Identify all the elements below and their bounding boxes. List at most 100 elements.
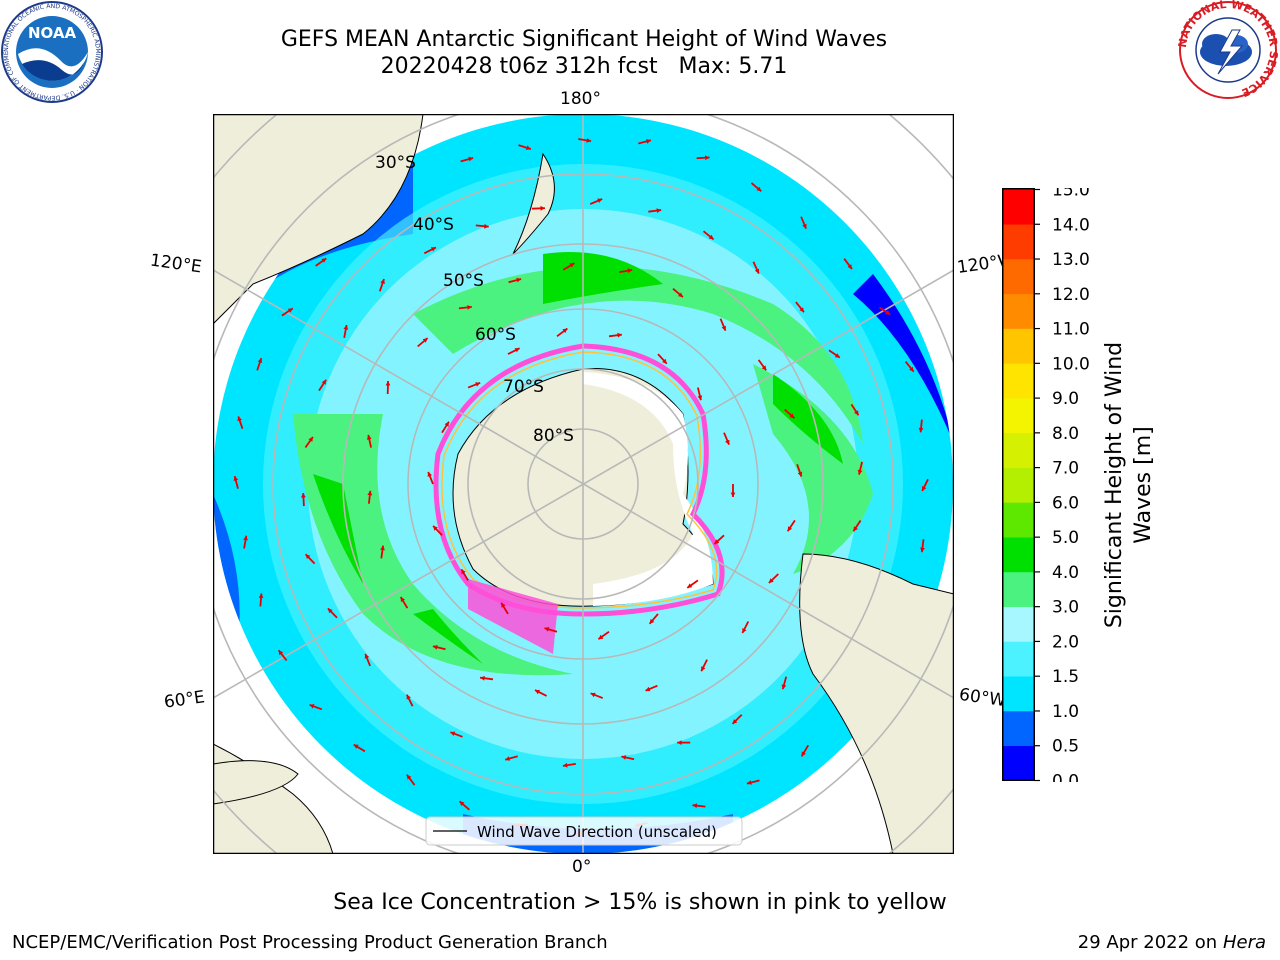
wave-direction-arrowhead bbox=[380, 279, 385, 284]
wave-direction-arrowhead bbox=[742, 628, 747, 633]
wave-direction-arrowhead bbox=[692, 803, 698, 808]
colorbar-block bbox=[1003, 363, 1034, 399]
wave-direction-arrowhead bbox=[885, 310, 891, 315]
lon-label-180: 180° bbox=[560, 89, 601, 109]
wave-direction-arrowhead bbox=[646, 139, 651, 144]
date-stamp: 29 Apr 2022 on Hera bbox=[1078, 932, 1266, 953]
wave-direction-arrowhead bbox=[400, 597, 405, 602]
wave-direction-arrowhead bbox=[480, 675, 485, 681]
wave-direction-arrowhead bbox=[677, 740, 682, 745]
colorbar-tick-label: 0.5 bbox=[1052, 737, 1079, 757]
wave-direction-arrowhead bbox=[701, 666, 706, 672]
wave-direction-arrowhead bbox=[287, 308, 293, 313]
wave-direction-arrowhead bbox=[627, 268, 633, 274]
colorbar-tick-label: 10.0 bbox=[1052, 354, 1090, 374]
wave-direction-arrowhead bbox=[834, 353, 840, 358]
wave-direction-arrowhead bbox=[427, 471, 432, 477]
wave-direction-arrowhead bbox=[459, 801, 465, 806]
colorbar-block bbox=[1003, 259, 1034, 295]
colorbar: 0.0 0.5 1.0 1.5 2.0 3.0 4.0 5.0 6.0 7.0 8.0 9.0 10.0… bbox=[1002, 188, 1090, 783]
wave-direction-arrowhead bbox=[501, 602, 506, 608]
wave-direction-arrowhead bbox=[687, 583, 693, 588]
sea-ice-footnote: Sea Ice Concentration > 15% is shown in … bbox=[333, 890, 947, 915]
wave-direction-arrowhead bbox=[540, 205, 545, 211]
wave-direction-arrowhead bbox=[237, 416, 242, 422]
wave-direction-arrowhead bbox=[343, 325, 349, 330]
colorbar-tick-label: 12.0 bbox=[1052, 285, 1090, 305]
colorbar-block bbox=[1003, 432, 1034, 468]
wave-direction-arrowhead bbox=[746, 780, 752, 785]
wave-direction-arrowhead bbox=[787, 526, 793, 532]
wave-direction-arrowhead bbox=[721, 325, 726, 331]
nws-logo: NATIONAL WEATHER SERVICE bbox=[1176, 0, 1280, 99]
wave-direction-arrowhead bbox=[725, 439, 730, 445]
wave-direction-arrowhead bbox=[854, 410, 859, 416]
colorbar-tick-label: 1.5 bbox=[1052, 667, 1079, 687]
wave-direction-arrowhead bbox=[444, 421, 449, 427]
svg-text:NOAA: NOAA bbox=[28, 24, 77, 42]
wave-direction-arrowhead bbox=[258, 593, 264, 598]
wave-direction-arrowhead bbox=[754, 268, 760, 274]
wave-direction-arrowhead bbox=[243, 535, 248, 541]
lat-label-60s: 60°S bbox=[475, 325, 516, 345]
wave-direction-arrowhead bbox=[364, 653, 370, 659]
wave-direction-arrowhead bbox=[544, 627, 550, 632]
wave-direction-arrowhead bbox=[366, 434, 372, 440]
wave-direction-arrowhead bbox=[857, 469, 863, 475]
wave-direction-arrowhead bbox=[321, 379, 327, 385]
colorbar-tick-label: 9.0 bbox=[1052, 389, 1079, 409]
colorbar-block bbox=[1003, 710, 1034, 747]
wave-direction-arrowhead bbox=[353, 744, 359, 749]
wave-direction-arrowhead bbox=[309, 704, 315, 709]
wave-direction-arrowhead bbox=[233, 476, 239, 481]
lat-label-50s: 50°S bbox=[443, 271, 484, 291]
wave-direction-arrowhead bbox=[461, 569, 466, 575]
date-text: 29 Apr 2022 on bbox=[1077, 932, 1218, 953]
wave-direction-arrowhead bbox=[922, 486, 927, 491]
noaa-logo: NATIONAL OCEANIC AND ATMOSPHERIC ADMINIS… bbox=[0, 0, 103, 103]
wave-direction-arrowhead bbox=[656, 208, 662, 213]
map-legend: Wind Wave Direction (unscaled) bbox=[425, 816, 743, 846]
colorbar-label: Significant Height of Wind Waves [m] bbox=[1102, 341, 1156, 629]
wave-direction-arrowhead bbox=[562, 328, 568, 334]
wave-direction-arrowhead bbox=[678, 292, 683, 298]
wave-direction-arrowhead bbox=[514, 348, 520, 353]
colorbar-blocks bbox=[1003, 189, 1034, 781]
wave-direction-arrowhead bbox=[781, 684, 787, 690]
colorbar-tick-label: 14.0 bbox=[1052, 215, 1090, 235]
wave-direction-arrowhead bbox=[516, 277, 522, 283]
colorbar-tick-label: 11.0 bbox=[1052, 320, 1090, 340]
chart-title: GEFS MEAN Antarctic Significant Height o… bbox=[280, 27, 888, 52]
lat-label-70s: 70°S bbox=[503, 377, 544, 397]
colorbar-tick-label: 0.0 bbox=[1052, 772, 1079, 783]
wave-direction-arrowhead bbox=[278, 650, 284, 656]
wave-direction-arrowhead bbox=[617, 332, 622, 338]
wave-direction-arrowhead bbox=[705, 155, 710, 161]
wave-direction-arrowhead bbox=[597, 198, 603, 203]
lon-label-0: 0° bbox=[572, 857, 592, 877]
wave-direction-arrowhead bbox=[598, 634, 604, 640]
machine-name: Hera bbox=[1222, 932, 1266, 953]
wave-direction-arrowhead bbox=[920, 547, 925, 553]
colorbar-block bbox=[1003, 641, 1034, 677]
wave-direction-arrowhead bbox=[467, 305, 472, 310]
lat-label-30s: 30°S bbox=[375, 153, 416, 173]
wave-direction-arrowhead bbox=[621, 755, 627, 760]
colorbar-tick-label: 6.0 bbox=[1052, 493, 1079, 513]
colorbar-block bbox=[1003, 502, 1034, 538]
wave-direction-arrowhead bbox=[321, 258, 327, 263]
colorbar-block bbox=[1003, 571, 1034, 607]
lat-label-40s: 40°S bbox=[413, 215, 454, 235]
wave-direction-arrowhead bbox=[475, 382, 481, 387]
wave-direction-arrowhead bbox=[586, 138, 592, 143]
wave-direction-arrowhead bbox=[847, 264, 852, 270]
colorbar-block bbox=[1003, 676, 1034, 712]
wave-direction-arrowhead bbox=[367, 490, 373, 496]
colorbar-block bbox=[1003, 224, 1034, 260]
colorbar-block bbox=[1003, 328, 1034, 364]
colorbar-tick-label: 8.0 bbox=[1052, 424, 1079, 444]
lon-label-60w: 60°W bbox=[957, 684, 1008, 712]
wave-direction-arrowhead bbox=[380, 545, 385, 551]
wave-direction-arrowhead bbox=[385, 381, 391, 386]
wave-direction-arrowhead bbox=[909, 366, 914, 372]
